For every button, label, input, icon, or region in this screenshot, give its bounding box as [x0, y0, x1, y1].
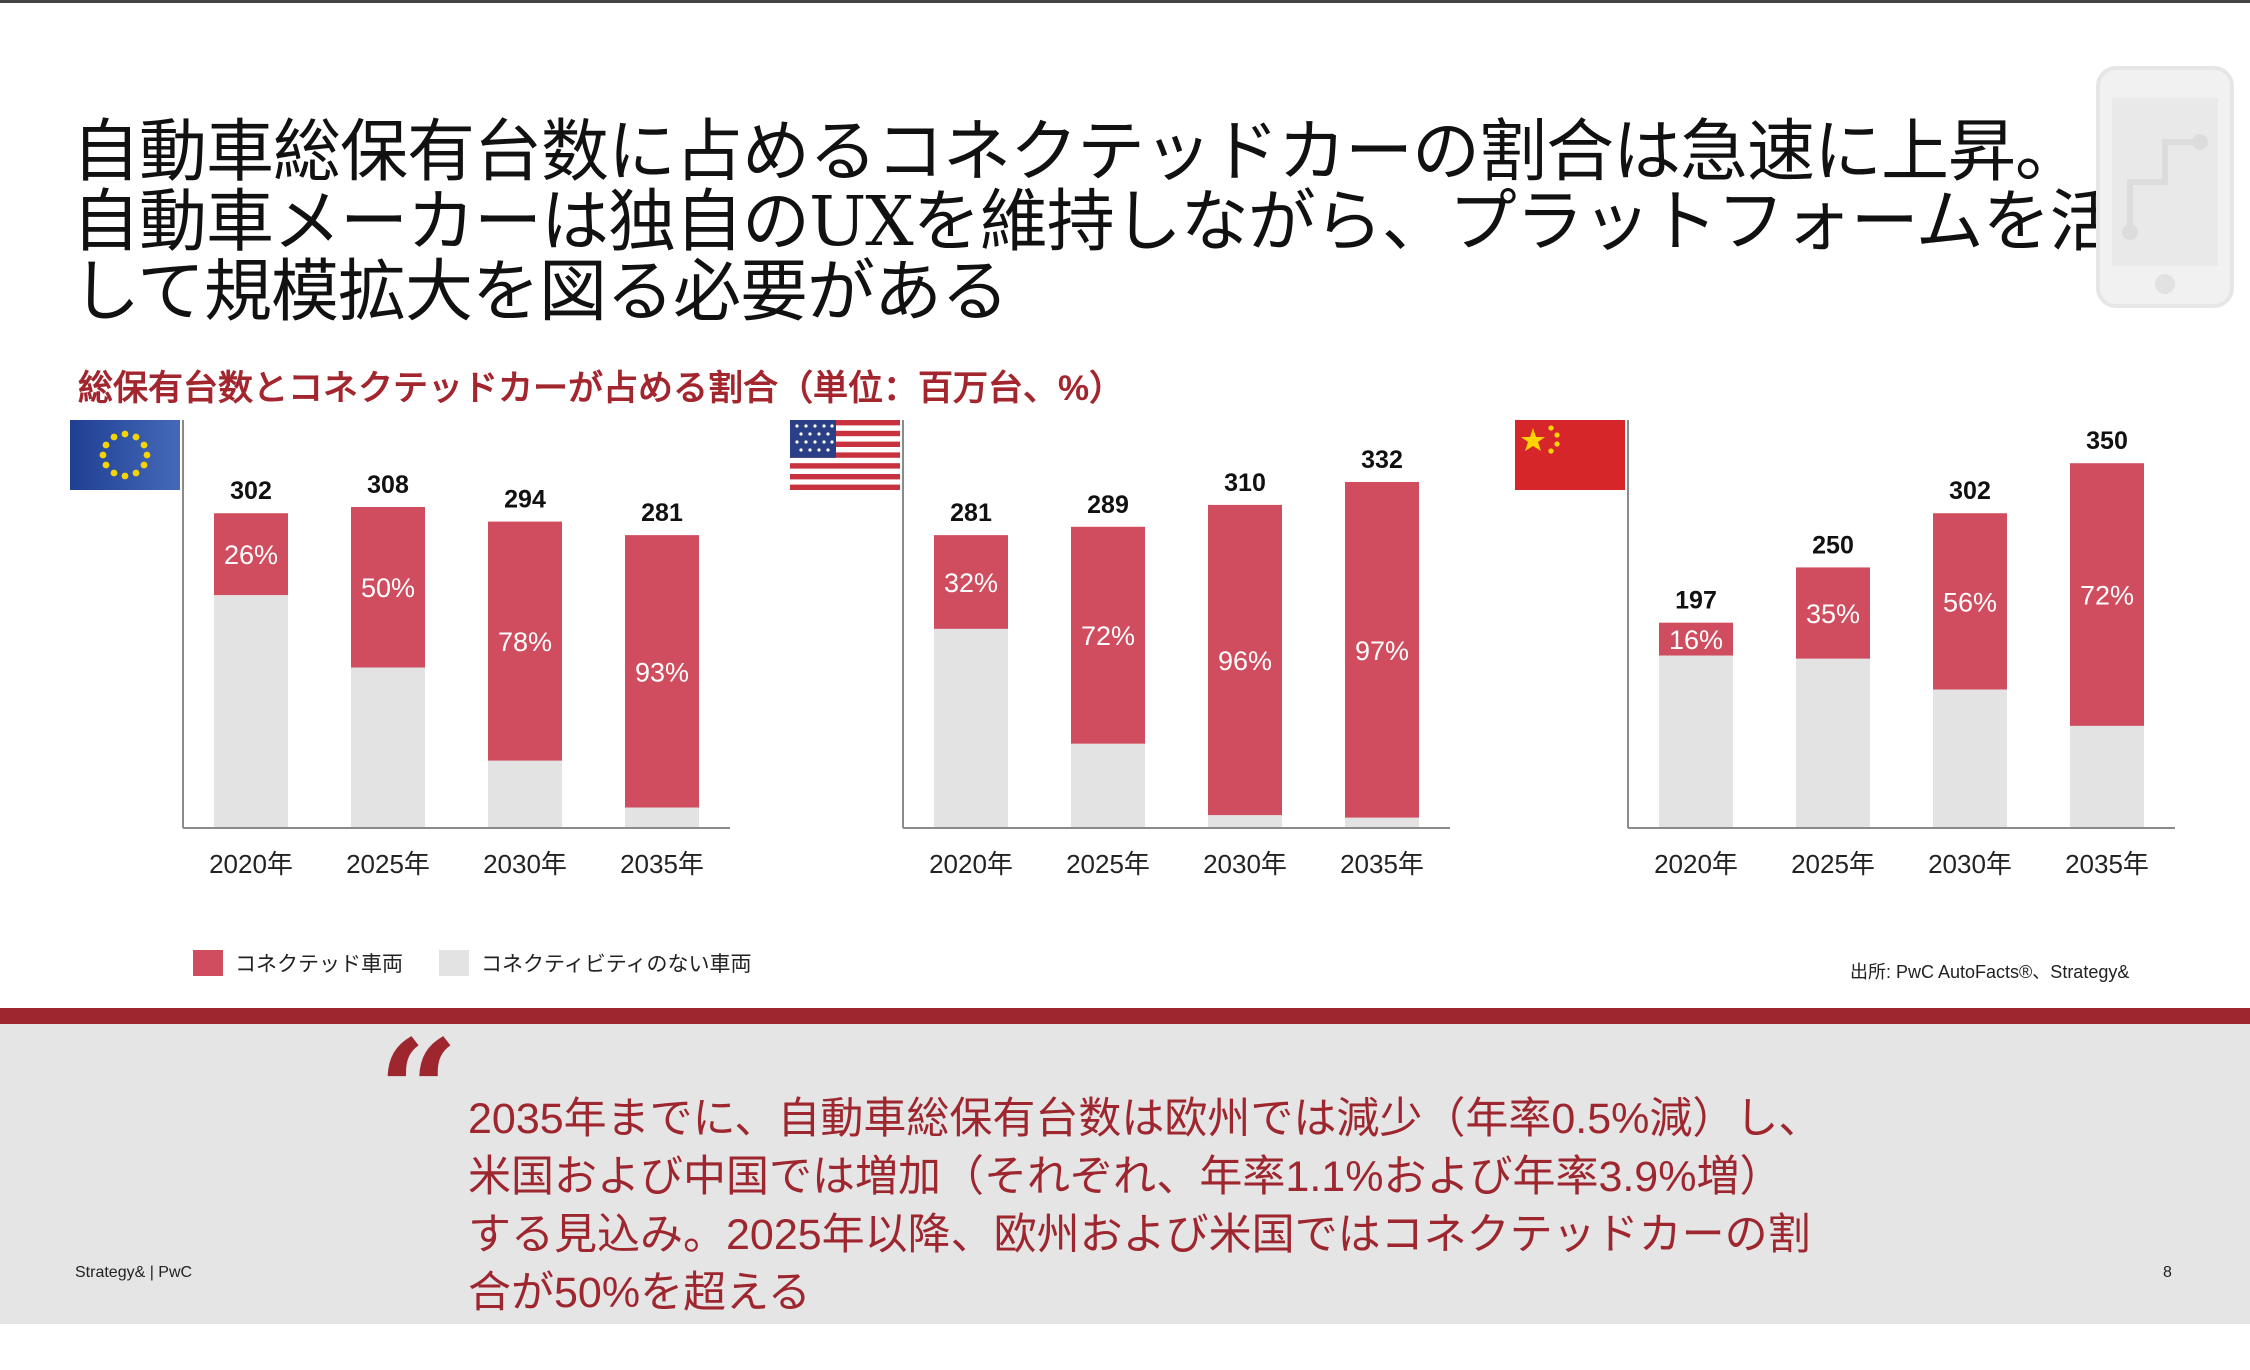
bar-percent-label: 56%: [1943, 587, 1997, 617]
bar-total-label: 281: [950, 499, 992, 527]
footer-brand: Strategy& | PwC: [75, 1264, 193, 1281]
page-number: 8: [2163, 1264, 2172, 1281]
title-line: 自動車総保有台数に占めるコネクテッドカーの割合は急速に上昇。: [72, 113, 2083, 192]
bar-percent-label: 97%: [1355, 636, 1409, 666]
x-tick-label: 2025年: [1791, 849, 1875, 879]
bar-connected: [1345, 481, 1419, 818]
bar-non-connected: [2070, 725, 2144, 828]
x-tick-label: 2030年: [1928, 849, 2012, 879]
bar-connected: [1659, 622, 1733, 656]
bar-connected: [1796, 567, 1870, 659]
bar-non-connected: [1933, 689, 2007, 828]
quote-line: 米国および中国では増加（それぞれ、年率1.1%および年率3.9%増）: [468, 1153, 1783, 1201]
quote-band-rule: [0, 1008, 2250, 1024]
bar-percent-label: 72%: [2080, 581, 2134, 611]
x-tick-label: 2035年: [2065, 849, 2149, 879]
legend-label-connected: コネクテッド車両: [235, 953, 403, 976]
quote-line: 合が50%を超える: [468, 1269, 811, 1317]
us-flag-icon: [790, 420, 900, 490]
bar-percent-label: 26%: [224, 540, 278, 570]
bar-connected: [1071, 526, 1145, 744]
bar-non-connected: [214, 595, 288, 828]
bar-total-label: 308: [367, 471, 409, 499]
bar-non-connected: [934, 628, 1008, 828]
bar-percent-label: 50%: [361, 573, 415, 603]
bar-percent-label: 16%: [1669, 625, 1723, 655]
bar-connected: [625, 535, 699, 808]
bar-total-label: 289: [1087, 491, 1129, 519]
chart-cn-plot: 197 16% 2020年 250 35% 2025年 302 56% 2030年 350 72% 2…: [1627, 420, 2175, 879]
bar-percent-label: 35%: [1806, 599, 1860, 629]
bar-total-label: 302: [230, 477, 272, 505]
quote-line: 2035年までに、自動車総保有台数は欧州では減少（年率0.5%減）し、: [468, 1095, 1822, 1143]
eu-flag-icon: [70, 420, 180, 490]
bar-percent-label: 96%: [1218, 646, 1272, 676]
x-tick-label: 2030年: [1203, 849, 1287, 879]
bar-connected: [1933, 513, 2007, 690]
bar-non-connected: [488, 760, 562, 828]
bar-connected: [934, 535, 1008, 629]
bar-connected: [214, 513, 288, 596]
bar-connected: [351, 506, 425, 668]
chart-subtitle: 総保有台数とコネクテッドカーが占める割合（単位：百万台、%）: [78, 369, 1125, 408]
mobile-device-icon: [2096, 66, 2234, 308]
bar-percent-label: 72%: [1081, 621, 1135, 651]
legend-swatch-connected: [193, 950, 223, 976]
chart-eu: 302 26% 2020年 308 50% 2025年 294 78% 2030年 281 93% 2…: [70, 420, 790, 900]
bar-total-label: 281: [641, 499, 683, 527]
x-tick-label: 2030年: [483, 849, 567, 879]
chart-legend: コネクテッド車両 コネクティビティのない車両: [193, 948, 787, 978]
bar-non-connected: [1345, 817, 1419, 828]
bar-total-label: 310: [1224, 469, 1266, 497]
x-tick-label: 2020年: [209, 849, 293, 879]
quote-text: 2035年までに、自動車総保有台数は欧州では減少（年率0.5%減）し、 米国およ…: [468, 1090, 1868, 1322]
bar-non-connected: [1659, 655, 1733, 828]
legend-label-non-connected: コネクティビティのない車両: [481, 953, 752, 976]
x-tick-label: 2035年: [620, 849, 704, 879]
bar-total-label: 197: [1675, 587, 1717, 615]
title-line: して規模拡大を図る必要がある: [72, 253, 1009, 332]
legend-swatch-non-connected: [439, 950, 469, 976]
x-tick-label: 2025年: [346, 849, 430, 879]
top-rule: [0, 0, 2250, 3]
chart-us: 281 32% 2020年 289 72% 2025年 310 96% 2030年 332 97% 2…: [790, 420, 1510, 900]
bar-percent-label: 78%: [498, 627, 552, 657]
bar-connected: [488, 521, 562, 761]
quote-mark-icon: “: [378, 1010, 459, 1174]
bar-connected: [1208, 504, 1282, 816]
chart-eu-plot: 302 26% 2020年 308 50% 2025年 294 78% 2030年 281 93% 2…: [182, 420, 730, 879]
bar-total-label: 350: [2086, 427, 2128, 455]
bar-total-label: 302: [1949, 477, 1991, 505]
page-title: 自動車総保有台数に占めるコネクテッドカーの割合は急速に上昇。 自動車メーカーは独…: [72, 113, 2185, 332]
bar-non-connected: [351, 667, 425, 828]
x-tick-label: 2035年: [1340, 849, 1424, 879]
bar-non-connected: [1071, 743, 1145, 828]
bar-non-connected: [1208, 815, 1282, 828]
title-line: 自動車メーカーは独自のUXを維持しながら、プラットフォームを活用: [72, 183, 2185, 262]
bar-total-label: 294: [504, 486, 546, 514]
quote-band: [0, 1024, 2250, 1324]
chart-us-plot: 281 32% 2020年 289 72% 2025年 310 96% 2030年 332 97% 2…: [902, 420, 1450, 879]
bar-total-label: 332: [1361, 446, 1403, 474]
chart-cn: 197 16% 2020年 250 35% 2025年 302 56% 2030年 350 72% 2…: [1515, 420, 2235, 900]
bar-percent-label: 93%: [635, 657, 689, 687]
x-tick-label: 2020年: [929, 849, 1013, 879]
source-note: 出所: PwC AutoFacts®、Strategy&: [1850, 962, 2130, 982]
bar-non-connected: [625, 807, 699, 828]
bar-connected: [2070, 463, 2144, 726]
bar-percent-label: 32%: [944, 568, 998, 598]
bar-non-connected: [1796, 658, 1870, 828]
china-flag-icon: [1515, 420, 1625, 490]
x-tick-label: 2025年: [1066, 849, 1150, 879]
legend-item-connected: コネクテッド車両: [193, 948, 403, 978]
x-tick-label: 2020年: [1654, 849, 1738, 879]
legend-item-non-connected: コネクティビティのない車両: [439, 948, 751, 978]
quote-line: する見込み。2025年以降、欧州および米国ではコネクテッドカーの割: [468, 1211, 1811, 1259]
bar-total-label: 250: [1812, 531, 1854, 559]
